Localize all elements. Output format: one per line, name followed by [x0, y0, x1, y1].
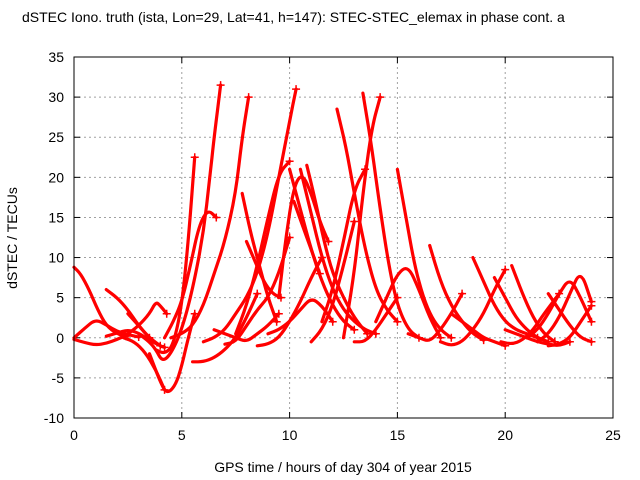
series-end-marker-38	[501, 265, 510, 274]
series-end-marker-48	[587, 301, 596, 310]
y-tick-label: 10	[48, 250, 64, 266]
series-track-11	[154, 155, 197, 355]
series-track-39	[449, 312, 507, 348]
series-track-41	[492, 276, 550, 344]
series-track-15	[201, 87, 298, 344]
y-tick-label: -10	[44, 410, 64, 426]
series-end-marker-43	[565, 337, 574, 346]
series-track-22	[266, 298, 335, 336]
y-axis-label: dSTEC / TECUs	[4, 187, 20, 289]
series-track-13	[169, 95, 251, 340]
series-end-marker-24	[350, 325, 359, 334]
series-end-marker-5	[160, 343, 169, 352]
series-track-29	[320, 167, 367, 324]
x-tick-label: 15	[390, 427, 406, 443]
series-end-marker-12	[212, 213, 221, 222]
x-tick-label: 10	[282, 427, 298, 443]
series-end-marker-8	[162, 309, 171, 318]
series-track-33	[361, 91, 421, 340]
series-track-30	[335, 107, 399, 324]
y-tick-label: 5	[56, 290, 64, 306]
plot-frame	[73, 56, 614, 419]
series-track-10	[147, 312, 197, 394]
series-track-38	[438, 268, 507, 347]
series-track-14	[191, 292, 259, 364]
series-end-marker-31	[376, 93, 385, 102]
x-tick-label: 20	[497, 427, 513, 443]
x-tick-labels: 0 5 10 15 20 25	[70, 427, 621, 443]
series-end-marker-30	[393, 317, 402, 326]
series-track-20	[244, 239, 283, 300]
series-track-25	[292, 199, 322, 276]
y-tick-label: 30	[48, 89, 64, 105]
series-end-marker-16	[274, 309, 283, 318]
series-end-marker-25	[315, 269, 324, 278]
series-end-marker-15	[292, 85, 301, 94]
series-end-marker-18	[285, 157, 294, 166]
series-track-32	[352, 296, 399, 344]
series-track-19	[240, 191, 279, 324]
series-track-2	[72, 333, 130, 347]
series-end-marker-13	[244, 93, 253, 102]
y-tick-label: -5	[52, 370, 65, 386]
x-tick-label: 5	[178, 427, 186, 443]
series-end-marker-6	[156, 341, 165, 350]
series-track-46	[535, 274, 593, 344]
y-tick-label: 35	[48, 49, 64, 65]
series-track-17	[223, 235, 292, 346]
series-track-21	[255, 256, 324, 348]
series-end-marker-35	[447, 333, 456, 342]
y-tick-label: 0	[56, 330, 64, 346]
y-tick-label: 25	[48, 129, 64, 145]
series-end-marker-22	[328, 317, 337, 326]
x-tick-label: 25	[605, 427, 621, 443]
series-track-16	[212, 312, 281, 343]
series-end-marker-19	[272, 317, 281, 326]
series-end-marker-45	[587, 317, 596, 326]
y-tick-label: 20	[48, 169, 64, 185]
data-series	[72, 81, 596, 394]
chart-title: dSTEC Iono. truth (ista, Lon=29, Lat=41,…	[22, 9, 565, 25]
series-end-marker-27	[363, 329, 372, 338]
series-track-1	[72, 265, 128, 338]
series-track-36	[406, 292, 464, 342]
series-track-48	[546, 304, 593, 348]
series-end-marker-28	[350, 217, 359, 226]
series-track-18	[234, 159, 292, 336]
series-track-9	[137, 83, 223, 361]
series-track-8	[126, 301, 169, 336]
series-end-marker-47	[587, 337, 596, 346]
x-tick-label: 0	[70, 427, 78, 443]
series-track-42	[499, 292, 561, 346]
series-track-44	[510, 264, 557, 344]
series-track-40	[471, 256, 540, 340]
series-end-marker-9	[216, 81, 225, 90]
series-track-12	[163, 210, 218, 340]
x-axis-label: GPS time / hours of day 304 of year 2015	[214, 459, 472, 475]
series-end-marker-36	[458, 289, 467, 298]
series-track-28	[309, 219, 356, 344]
y-tick-labels: -10 -5 0 5 10 15 20 25 30 35	[44, 49, 64, 426]
series-end-marker-14	[253, 289, 262, 298]
series-track-35	[395, 167, 453, 340]
y-tick-label: 15	[48, 209, 64, 225]
series-track-47	[546, 292, 593, 344]
series-end-marker-11	[190, 153, 199, 162]
series-track-37	[428, 243, 486, 342]
